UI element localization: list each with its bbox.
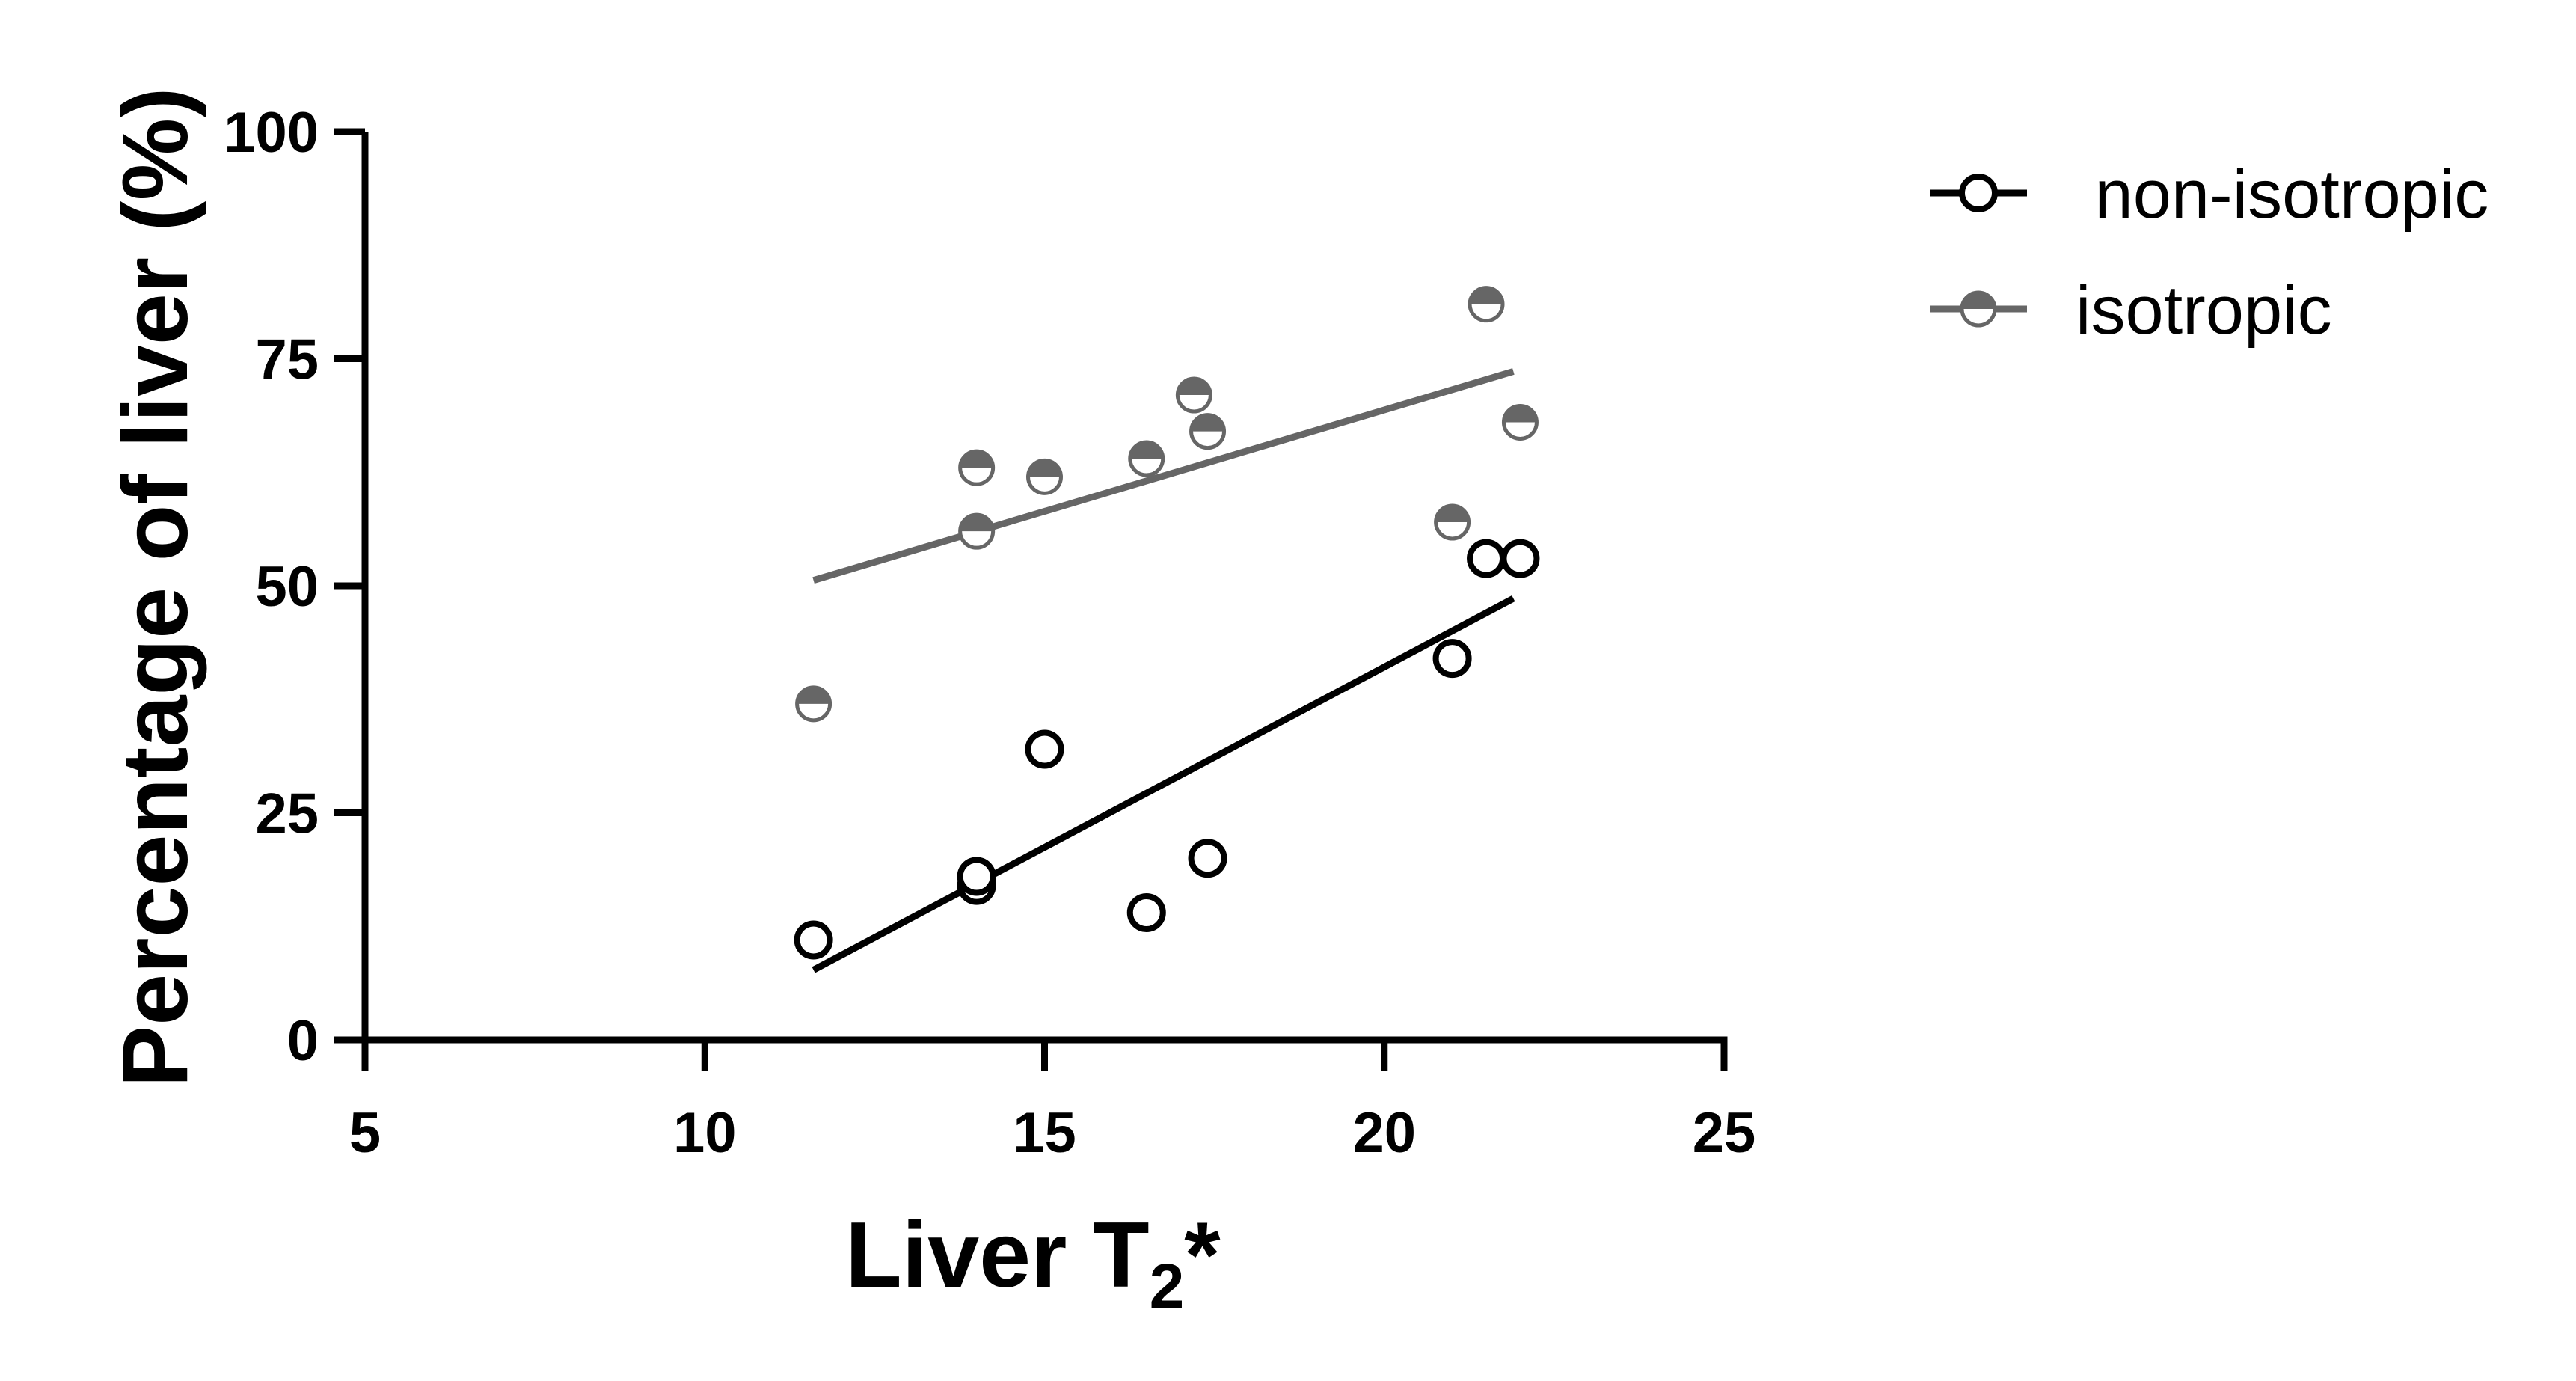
fit-lines xyxy=(812,368,1515,973)
y-tick-label: 0 xyxy=(287,1009,319,1073)
legend-label: non-isotropic xyxy=(2076,156,2488,233)
data-point-non-isotropic xyxy=(1025,729,1064,769)
data-point-isotropic xyxy=(1175,376,1212,414)
data-point-non-isotropic xyxy=(1188,839,1227,878)
data-point-isotropic xyxy=(1501,403,1539,441)
data-points xyxy=(794,286,1540,960)
x-tick-label: 20 xyxy=(1352,1101,1416,1165)
x-tick-label: 15 xyxy=(1013,1101,1076,1165)
data-point-non-isotropic xyxy=(957,857,996,896)
legend-marker xyxy=(1959,174,1998,212)
data-point-non-isotropic xyxy=(1432,639,1472,679)
x-axis-title-main: Liver T xyxy=(845,1204,1150,1307)
y-tick-label: 50 xyxy=(255,555,319,619)
legend-entry-non-isotropic: non-isotropic xyxy=(1930,156,2488,233)
tick-labels: 5 10 15 20 25 0 25 50 75 100 xyxy=(224,101,1755,1165)
legend-marker xyxy=(1960,290,1997,328)
data-point-isotropic xyxy=(795,685,832,723)
legend-entry-isotropic: isotropic xyxy=(1930,272,2332,349)
y-tick-label: 100 xyxy=(224,101,319,165)
data-point-non-isotropic xyxy=(1467,539,1506,578)
data-point-isotropic xyxy=(1434,503,1471,541)
axes xyxy=(334,128,1728,1071)
data-point-isotropic xyxy=(958,512,996,550)
x-tick-label: 10 xyxy=(673,1101,737,1165)
x-axis-title: Liver T2* xyxy=(845,1204,1221,1321)
data-point-non-isotropic xyxy=(1500,539,1540,578)
fit-line-non-isotropic xyxy=(812,595,1515,973)
data-point-isotropic xyxy=(1128,440,1165,477)
data-point-isotropic xyxy=(1026,458,1063,495)
data-point-isotropic xyxy=(958,449,996,486)
x-tick-label: 5 xyxy=(349,1101,381,1165)
x-axis-title-suffix: * xyxy=(1184,1204,1221,1307)
data-point-isotropic xyxy=(1468,286,1505,323)
y-tick-label: 25 xyxy=(255,783,319,846)
legend: non-isotropic isotropic xyxy=(1930,156,2488,349)
x-tick-label: 25 xyxy=(1693,1101,1756,1165)
data-point-non-isotropic xyxy=(1126,893,1166,933)
legend-label: isotropic xyxy=(2076,272,2332,349)
y-axis-title: Percentage of liver (%) xyxy=(104,88,207,1088)
data-point-non-isotropic xyxy=(794,920,833,960)
x-axis-title-subscript: 2 xyxy=(1150,1251,1185,1321)
data-point-isotropic xyxy=(1189,413,1227,450)
fit-line-isotropic xyxy=(812,368,1515,584)
y-tick-label: 75 xyxy=(255,328,319,392)
